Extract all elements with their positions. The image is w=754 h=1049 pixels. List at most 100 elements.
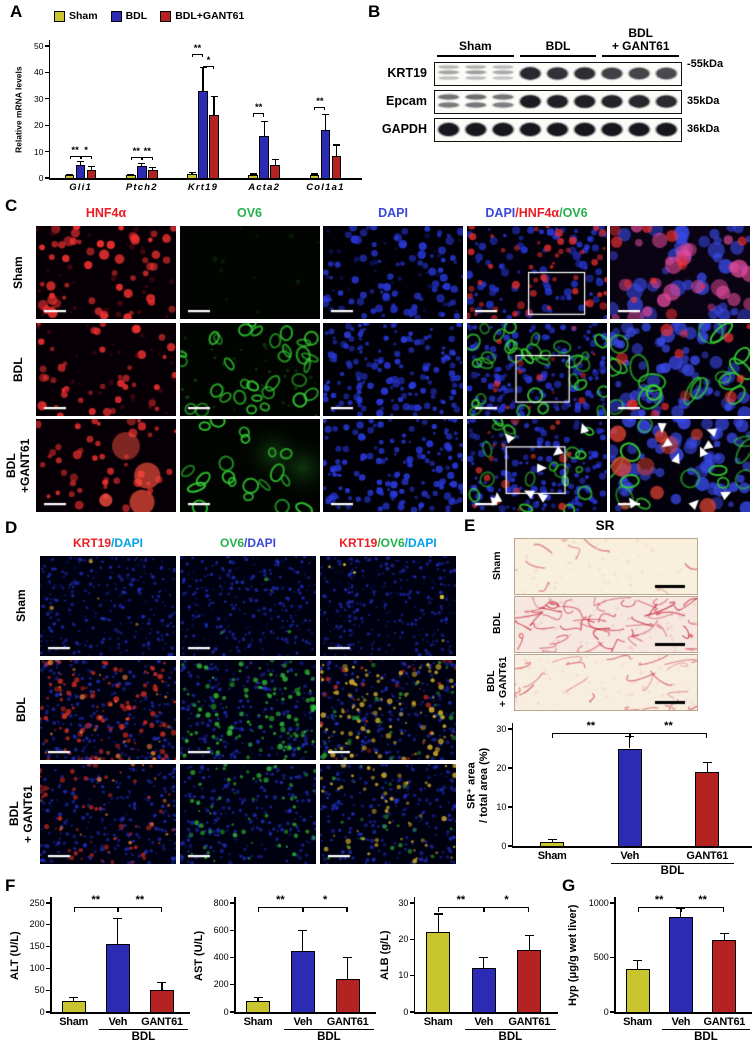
sig-line [192,53,203,55]
hyp-error-bar [636,960,639,970]
column-header: KRT19/OV6/DAPI [339,536,436,550]
sr-y-tick-label: 0 [501,840,507,851]
blot-size-label: -55kDa [687,58,724,70]
ast-error-cap [253,997,263,999]
sig-tick [141,156,143,161]
x-axis [48,178,362,180]
x-category-label: Ptch2 [125,182,158,193]
micrograph-c-gant-dapi [323,419,463,512]
alt-y-tick-label: 200 [29,919,45,930]
sr-sig-label: ** [664,720,673,732]
alb-y-tick [409,1011,414,1013]
micrograph-d-bdl-krt19-dapi [40,660,176,760]
panel-d-label: D [5,518,18,537]
sirius-red-panel: SR 0 10 20 30 SR⁺ area / total area (%) Sham V… [460,516,754,882]
alt-sig-line [117,907,162,909]
sig-label: ** [132,145,140,157]
sig-line [130,156,142,158]
micrograph-c-gant-hnf4a [36,419,176,512]
alt-sig-tick [73,907,75,912]
panel-e-title: SR [595,518,615,533]
y-tick-label: 0 [38,173,44,183]
ast-sig-tick [302,907,304,912]
error-cap [66,173,74,175]
sig-tick [324,106,326,111]
micrograph-sr-bdl [514,596,698,653]
sr-y-tick-label: 10 [496,801,507,812]
sig-label: * [84,144,88,156]
sig-label: ** [254,102,263,114]
ast-error-cap [343,956,353,959]
alb-x-label-gant61: GANT61 [508,1016,551,1028]
alb-y-tick-label: 30 [398,897,409,908]
y-tick [45,151,49,153]
ast-y-tick [230,929,235,931]
micrograph-c-bdl-dapi [323,322,463,416]
alb-error-cap [524,935,534,937]
hyp-sig-line [637,907,681,909]
row-label-sham: Sham [11,256,26,289]
micrograph-d-bdl-ov6-dapi [180,660,316,760]
legend-item: Sham [54,10,98,22]
bar-bdl+gant61-ptch2 [148,170,158,178]
ast-error-bar [302,930,304,951]
micrograph-d-gant-krt19-dapi [40,764,176,864]
alt-bar-sham [61,1001,86,1012]
alt-x-label-gant61: GANT61 [141,1016,183,1028]
hyp-error-bar [723,933,725,941]
ast-y-tick [230,1011,235,1013]
column-header: OV6 [237,206,262,220]
y-axis [48,40,50,178]
alt-y-tick-label: 150 [29,941,45,952]
alt-sig-label: ** [91,894,100,906]
ast-sig-label: ** [276,894,285,906]
hyp-group-line [661,1029,750,1031]
bar-sham-col1a1 [309,175,320,178]
sr-y-tick-label: 30 [496,723,507,734]
micrograph-c-sham-hnf4a [36,226,176,319]
alb-sig-line [438,907,484,909]
blot-row-gapdh [434,118,682,142]
alb-error-bar [437,913,439,933]
sig-tick [212,65,214,70]
blot-bands-gapdh [435,119,680,140]
alb-sig-tick [483,907,485,912]
column-header: DAPI/HNF4α/OV6 [485,206,587,220]
legend-label: BDL+GANT61 [175,10,245,22]
sig-line [69,155,81,157]
alb-sig-tick [438,907,440,912]
sr-error-cap [547,839,557,841]
column-header-part: / [559,206,563,220]
x-category-label: Krt19 [187,182,219,193]
ast-bar-sham [246,1001,270,1012]
hyp-x-label-veh: Veh [671,1016,691,1028]
alt-chart: 0 50 100 150 200 250 ALT (U/L) Sham Veh GANT61 ** *… [8,886,190,1046]
blot-bands-epcam [435,91,680,112]
column-header-part: DAPI [378,206,408,220]
sr-sig-tick [629,733,631,738]
sr-x-label-gant61: GANT61 [686,850,729,862]
alb-chart: 0 10 20 30 ALB (g/L) Sham Veh GANT61 ** * BDL [378,886,558,1046]
blot-row-krt19 [434,62,682,86]
panel-a-legend: Sham BDL BDL+GANT61 [54,10,244,22]
sig-tick [130,156,132,161]
alb-error-bar [483,957,485,969]
alb-x-label-sham: Sham [423,1016,453,1028]
hyp-sig-line [680,907,725,909]
sr-area-chart: 0 10 20 30 SR⁺ area / total area (%) Sham Veh G… [464,712,752,880]
panel-b-label: B [368,2,381,21]
blot-size-label: 35kDa [687,95,720,107]
ast-x-label-sham: Sham [243,1016,273,1028]
ast-sig-tick [301,907,303,912]
micrograph-d-bdl-merge [320,660,456,760]
hyp-sig-tick [679,907,681,912]
error-bar [274,159,276,165]
column-header-part: /DAPI [111,536,144,550]
sr-error-bar [706,762,708,772]
sig-label: ** [193,42,202,54]
alt-x-label-sham: Sham [59,1016,89,1028]
ast-x-label-veh: Veh [293,1016,313,1028]
micrograph-c-bdl-ov6 [179,322,320,416]
row-label-sham: Sham [490,551,503,580]
